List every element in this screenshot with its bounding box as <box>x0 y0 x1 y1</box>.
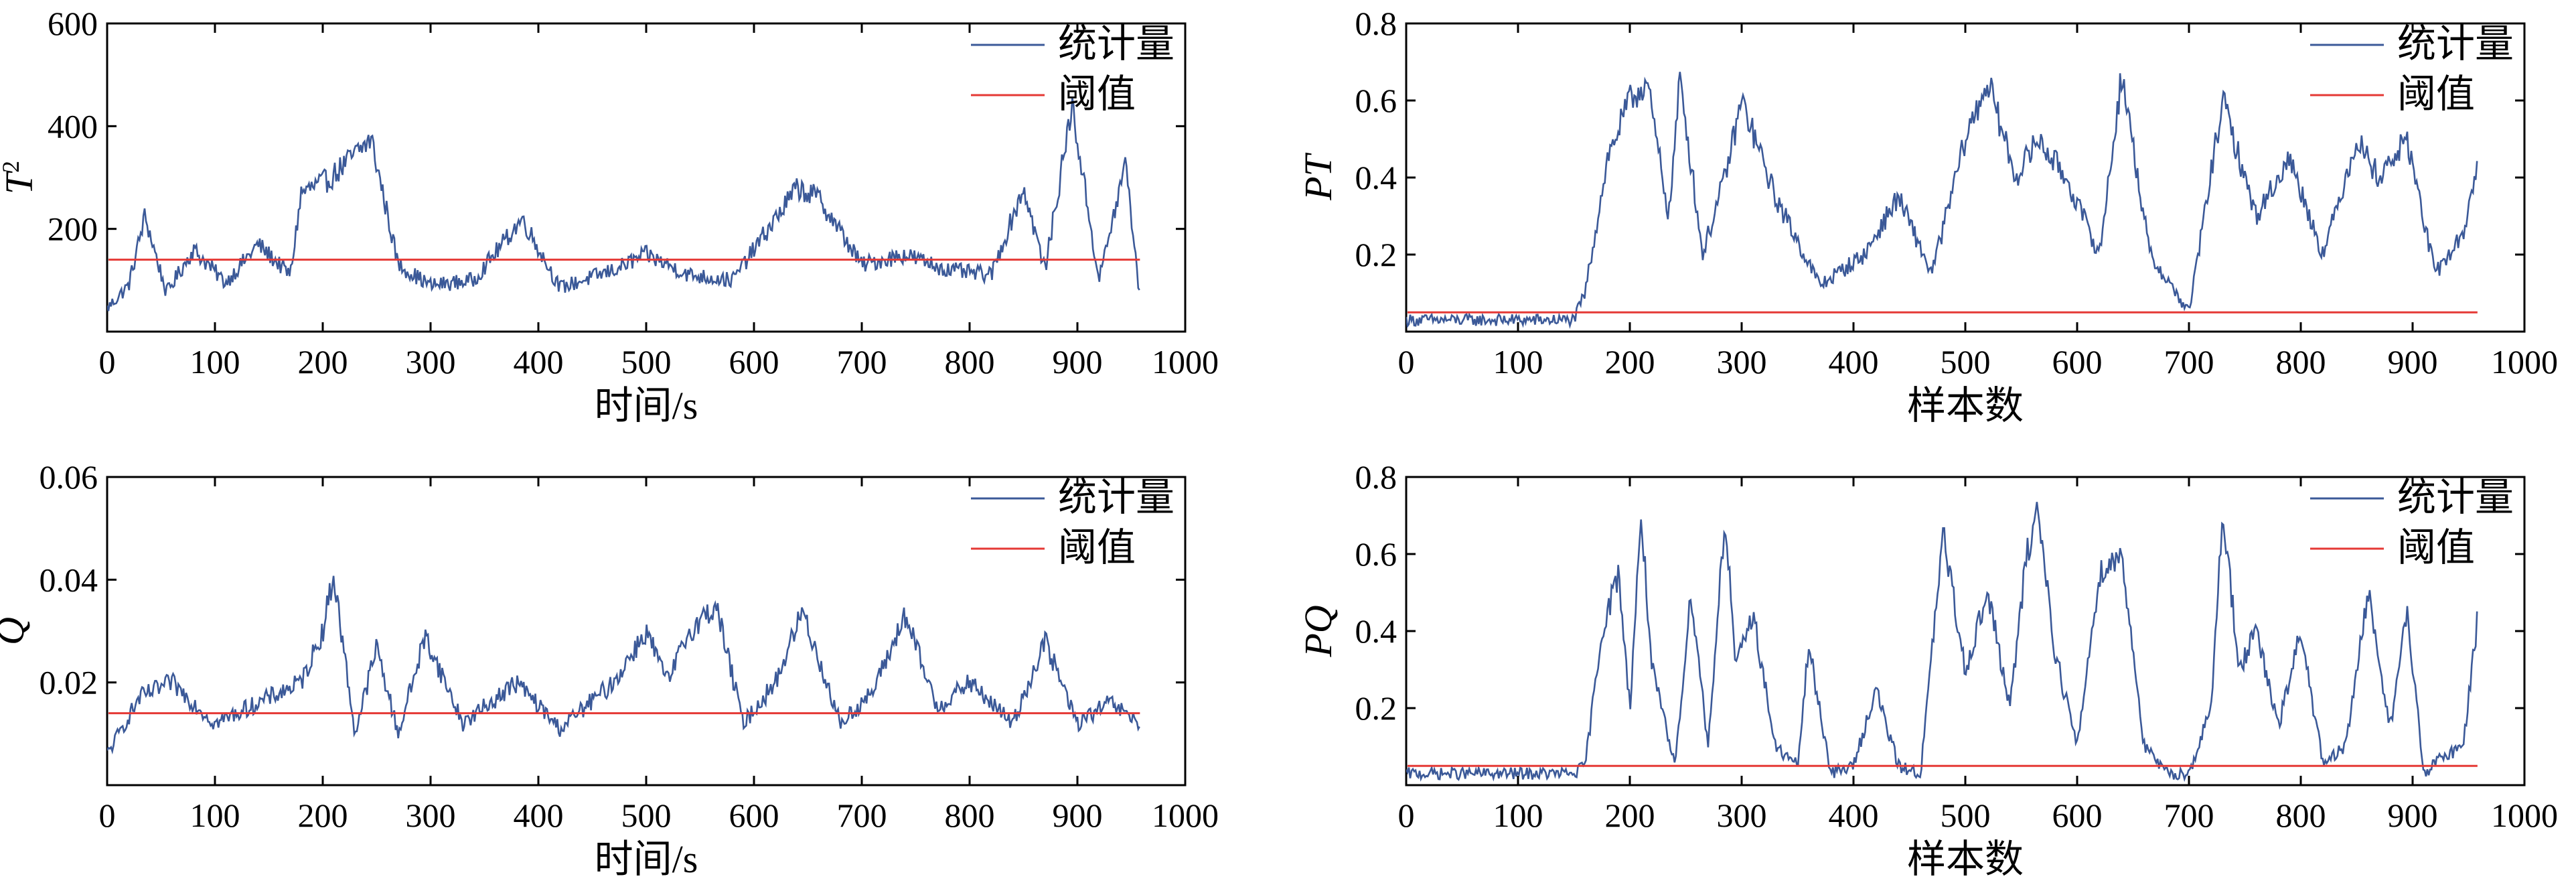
y-tick-label: 0.02 <box>40 664 98 701</box>
x-tick-label: 900 <box>2388 343 2438 381</box>
x-tick-label: 300 <box>406 797 456 834</box>
x-tick-label: 800 <box>945 797 995 834</box>
legend-label-statistic: 统计量 <box>1058 22 1175 66</box>
plot-frame <box>1405 476 2526 786</box>
plot-frame <box>106 22 1187 333</box>
series-line-统计量 <box>107 575 1140 755</box>
legend-label-threshold: 阈值 <box>1058 526 1136 569</box>
x-tick-label: 600 <box>2052 343 2103 381</box>
y-axis-label: Q <box>0 617 32 645</box>
legend-label-threshold: 阈值 <box>2397 526 2475 569</box>
y-tick-label: 0.8 <box>1355 458 1397 496</box>
plot-frame <box>1405 22 2526 333</box>
x-tick-label: 200 <box>298 343 348 381</box>
y-tick-label: 600 <box>48 5 98 42</box>
x-tick-label: 300 <box>1717 797 1767 834</box>
x-tick-label: 1000 <box>2491 343 2558 381</box>
x-tick-label: 500 <box>621 343 672 381</box>
x-tick-label: 1000 <box>2491 797 2558 834</box>
x-tick-label: 400 <box>514 343 564 381</box>
x-tick-label: 900 <box>2388 797 2438 834</box>
x-tick-label: 500 <box>621 797 672 834</box>
x-tick-label: 900 <box>1053 797 1103 834</box>
x-tick-label: 700 <box>2164 797 2214 834</box>
x-tick-label: 1000 <box>1152 343 1219 381</box>
y-tick-label: 0.6 <box>1355 535 1397 573</box>
x-tick-label: 300 <box>406 343 456 381</box>
y-tick-label: 200 <box>48 210 98 248</box>
x-tick-label: 700 <box>837 343 887 381</box>
x-tick-label: 200 <box>298 797 348 834</box>
x-tick-label: 0 <box>1398 343 1415 381</box>
chart-bottom-right: 0 100 200 300 400 500 600 700 800 900 1000 0.2 0.4 0.… <box>1296 458 2558 881</box>
x-tick-label: 400 <box>1829 797 1879 834</box>
y-tick-label: 0.2 <box>1355 689 1397 727</box>
x-tick-label: 800 <box>2276 343 2326 381</box>
chart-top-right: 0 100 200 300 400 500 600 700 800 900 1000 0.2 0.4 0.… <box>1296 5 2558 427</box>
y-tick-label: 0.6 <box>1355 82 1397 119</box>
x-tick-label: 800 <box>2276 797 2326 834</box>
series-line-统计量 <box>107 97 1140 312</box>
legend-label-threshold: 阈值 <box>1058 72 1136 116</box>
series-line-统计量 <box>1406 502 2478 782</box>
x-tick-label: 0 <box>99 343 116 381</box>
x-tick-label: 500 <box>1941 797 1991 834</box>
x-tick-label: 0 <box>99 797 116 834</box>
y-tick-label: 0.06 <box>40 458 98 496</box>
y-tick-label: 0.04 <box>40 561 98 598</box>
x-tick-label: 0 <box>1398 797 1415 834</box>
chart-top-left: 0 100 200 300 400 500 600 700 800 900 1000 200 400 60… <box>0 5 1219 427</box>
x-tick-label: 200 <box>1605 343 1655 381</box>
x-tick-label: 600 <box>729 797 779 834</box>
y-tick-label: 0.8 <box>1355 5 1397 42</box>
x-tick-label: 200 <box>1605 797 1655 834</box>
y-tick-label: 400 <box>48 107 98 145</box>
x-tick-label: 100 <box>190 797 240 834</box>
x-axis-label: 样本数 <box>1907 837 2024 881</box>
chart-bottom-left: 0 100 200 300 400 500 600 700 800 900 1000 0.02 0.04… <box>0 458 1219 881</box>
x-tick-label: 100 <box>1493 797 1543 834</box>
x-axis-label: 样本数 <box>1907 384 2024 427</box>
y-tick-label: 0.4 <box>1355 159 1397 196</box>
x-tick-label: 100 <box>1493 343 1543 381</box>
x-tick-label: 800 <box>945 343 995 381</box>
y-axis-label-superscript: 2 <box>0 161 24 173</box>
y-axis-label: PQ <box>1296 605 1340 657</box>
x-tick-label: 700 <box>837 797 887 834</box>
y-axis-label: T2 <box>0 161 41 194</box>
x-tick-label: 900 <box>1053 343 1103 381</box>
legend-label-statistic: 统计量 <box>2397 22 2514 66</box>
x-tick-label: 500 <box>1941 343 1991 381</box>
x-tick-label: 600 <box>2052 797 2103 834</box>
x-tick-label: 700 <box>2164 343 2214 381</box>
x-tick-label: 600 <box>729 343 779 381</box>
series-line-统计量 <box>1406 72 2478 330</box>
x-tick-label: 300 <box>1717 343 1767 381</box>
y-tick-label: 0.2 <box>1355 236 1397 273</box>
x-axis-label: 时间/s <box>595 837 698 881</box>
y-axis-label: PT <box>1296 152 1340 200</box>
legend-label-statistic: 统计量 <box>1058 476 1175 519</box>
x-tick-label: 1000 <box>1152 797 1219 834</box>
legend-label-threshold: 阈值 <box>2397 72 2475 116</box>
x-tick-label: 400 <box>514 797 564 834</box>
x-tick-label: 400 <box>1829 343 1879 381</box>
legend-label-statistic: 统计量 <box>2397 476 2514 519</box>
x-tick-label: 100 <box>190 343 240 381</box>
y-tick-label: 0.4 <box>1355 612 1397 650</box>
x-axis-label: 时间/s <box>595 384 698 427</box>
